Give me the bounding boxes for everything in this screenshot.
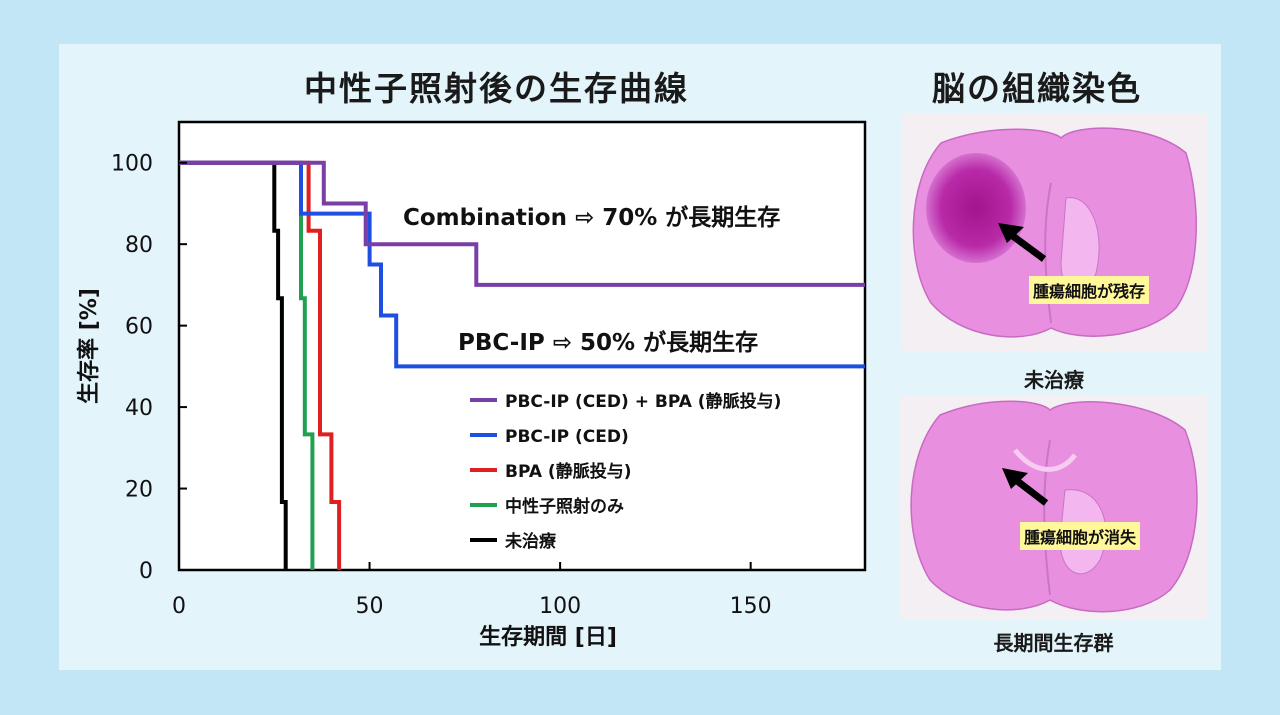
x-tick-label-1: 50 [356,594,384,619]
y-tick-label-2: 40 [125,396,153,421]
y-tick-label-3: 60 [125,315,153,340]
legend: PBC-IP (CED) + BPA (静脈投与) PBC-IP (CED) BPA… [470,391,781,552]
brain-section-untreated-icon [912,127,1197,338]
callout-untreated: 腫瘍細胞が残存 [1029,276,1150,304]
x-tick-label-3: 150 [730,594,772,619]
series-line-1 [179,160,865,369]
chart-title: 中性子照射後の生存曲線 [304,69,689,108]
tissue-title: 脳の組織染色 [932,69,1142,108]
y-tick-label-0: 0 [139,559,153,584]
y-tick-label-1: 20 [125,478,153,503]
legend-label-0: PBC-IP (CED) + BPA (静脈投与) [505,391,781,412]
series-line-4 [179,160,288,570]
y-tick-label-4: 80 [125,233,153,258]
brain-label-long-term: 長期間生存群 [993,631,1114,655]
annotation-pbcip: PBC-IP ⇨ 50% が長期生存 [458,329,758,356]
y-axis-label: 生存率 [%] [76,288,102,404]
callout-long-term: 腫瘍細胞が消失 [1020,522,1141,550]
legend-label-4: 未治療 [504,531,557,552]
axis-layer: 0 50 100 150 0 20 40 60 80 100 [111,152,772,619]
brain-label-untreated: 未治療 [1024,368,1084,392]
series-line-2 [179,160,342,570]
series-layer [179,160,865,570]
brain-section-long-term-icon [910,400,1198,613]
series-line-0 [179,160,865,287]
plot-area [177,120,867,572]
x-axis-label: 生存期間 [日] [479,624,617,650]
legend-label-1: PBC-IP (CED) [505,427,629,447]
x-tick-label-2: 100 [539,594,581,619]
brain-image-long-term: 腫瘍細胞が消失 [900,395,1207,620]
annotation-combination: Combination ⇨ 70% が長期生存 [403,204,780,231]
x-tick-label-0: 0 [172,594,186,619]
legend-label-3: 中性子照射のみ [505,496,624,517]
legend-label-2: BPA (静脈投与) [505,461,631,482]
brain-image-untreated: 腫瘍細胞が残存 [901,113,1207,351]
y-tick-label-5: 100 [111,152,153,177]
